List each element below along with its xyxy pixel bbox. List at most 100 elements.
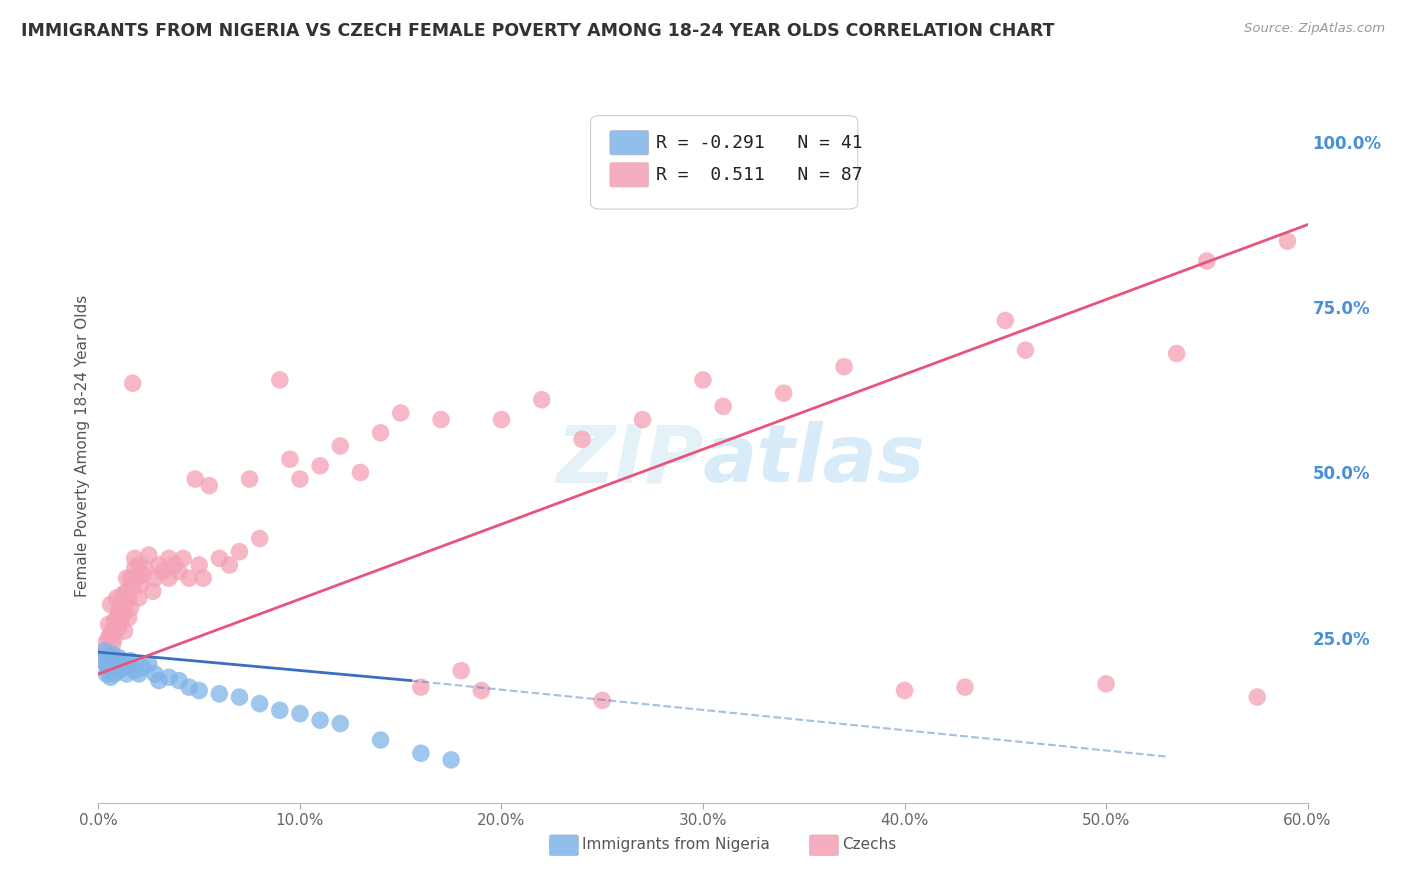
Text: Immigrants from Nigeria: Immigrants from Nigeria xyxy=(582,838,770,853)
Point xyxy=(118,657,141,671)
Point xyxy=(118,611,141,625)
Point xyxy=(370,425,392,440)
Point xyxy=(329,716,352,731)
Point xyxy=(148,673,170,688)
Point xyxy=(101,624,124,638)
Point xyxy=(138,548,160,562)
Point xyxy=(96,647,118,661)
Point xyxy=(97,664,120,678)
Point xyxy=(288,706,311,721)
Point xyxy=(1246,690,1268,704)
Point xyxy=(329,439,352,453)
Point xyxy=(100,627,122,641)
Point xyxy=(184,472,207,486)
Point xyxy=(591,693,613,707)
Point xyxy=(114,600,136,615)
Point xyxy=(121,376,143,391)
Point xyxy=(107,621,129,635)
Point xyxy=(100,654,122,668)
Point xyxy=(1095,677,1118,691)
Point xyxy=(101,660,124,674)
Point xyxy=(1014,343,1036,358)
Point xyxy=(218,558,240,572)
Point xyxy=(148,558,170,572)
Point xyxy=(91,654,114,668)
Point xyxy=(179,571,201,585)
Point xyxy=(157,571,180,585)
Point xyxy=(143,667,166,681)
Point xyxy=(107,664,129,678)
Point xyxy=(631,412,654,426)
Point xyxy=(129,578,152,592)
Point xyxy=(110,598,132,612)
Point xyxy=(103,631,125,645)
Point xyxy=(103,614,125,628)
Point xyxy=(128,558,150,572)
Point xyxy=(103,654,125,668)
Point xyxy=(111,654,134,668)
Point xyxy=(239,472,262,486)
Text: R = -0.291   N = 41: R = -0.291 N = 41 xyxy=(655,134,862,152)
Point xyxy=(470,683,492,698)
Point xyxy=(96,667,118,681)
Point xyxy=(349,466,371,480)
Text: IMMIGRANTS FROM NIGERIA VS CZECH FEMALE POVERTY AMONG 18-24 YEAR OLDS CORRELATIO: IMMIGRANTS FROM NIGERIA VS CZECH FEMALE … xyxy=(21,22,1054,40)
Point xyxy=(96,657,118,671)
Point xyxy=(120,600,142,615)
Point xyxy=(249,532,271,546)
Point xyxy=(1277,234,1299,248)
Point xyxy=(124,664,146,678)
Point xyxy=(91,654,114,668)
Point xyxy=(114,660,136,674)
Point xyxy=(125,571,148,585)
Point xyxy=(167,673,190,688)
Point xyxy=(134,561,156,575)
Point xyxy=(228,690,250,704)
Point xyxy=(179,680,201,694)
Point xyxy=(450,664,472,678)
Point xyxy=(107,604,129,618)
Point xyxy=(994,313,1017,327)
Point xyxy=(93,644,115,658)
Y-axis label: Female Poverty Among 18-24 Year Olds: Female Poverty Among 18-24 Year Olds xyxy=(75,295,90,597)
Point xyxy=(152,565,174,579)
Point xyxy=(530,392,553,407)
Point xyxy=(115,584,138,599)
Point xyxy=(124,551,146,566)
Point xyxy=(953,680,976,694)
Point xyxy=(121,581,143,595)
Point xyxy=(124,561,146,575)
Point xyxy=(409,680,432,694)
Point xyxy=(193,571,215,585)
Point xyxy=(163,558,186,572)
Point xyxy=(107,650,129,665)
Point xyxy=(172,551,194,566)
Point xyxy=(105,657,128,671)
Point xyxy=(111,588,134,602)
Point xyxy=(269,703,291,717)
Point xyxy=(198,478,221,492)
Point xyxy=(430,412,453,426)
FancyBboxPatch shape xyxy=(550,835,578,855)
Point xyxy=(115,571,138,585)
Point xyxy=(772,386,794,401)
Text: atlas: atlas xyxy=(703,421,925,500)
Point xyxy=(101,637,124,651)
Point xyxy=(893,683,915,698)
Point xyxy=(128,667,150,681)
Point xyxy=(111,607,134,622)
Point xyxy=(93,637,115,651)
Point xyxy=(269,373,291,387)
Point xyxy=(97,617,120,632)
Point xyxy=(97,650,120,665)
Point xyxy=(409,746,432,760)
Point xyxy=(128,591,150,605)
Point xyxy=(115,667,138,681)
Point xyxy=(208,551,231,566)
FancyBboxPatch shape xyxy=(810,835,838,855)
Point xyxy=(440,753,463,767)
Point xyxy=(143,571,166,585)
Point xyxy=(832,359,855,374)
Point xyxy=(97,631,120,645)
Point xyxy=(249,697,271,711)
